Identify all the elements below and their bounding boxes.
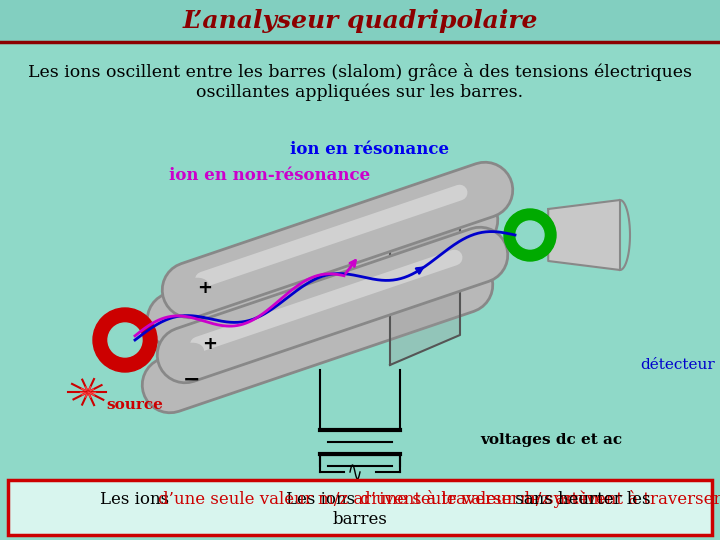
Text: Les ions: Les ions xyxy=(286,491,360,508)
Circle shape xyxy=(516,221,544,249)
Text: d’une seule valeur m/z arrivent à traverser le système: d’une seule valeur m/z arrivent à traver… xyxy=(158,490,614,508)
Polygon shape xyxy=(548,200,620,270)
Bar xyxy=(0,0,720,42)
Text: oscillantes appliquées sur les barres.: oscillantes appliquées sur les barres. xyxy=(197,83,523,101)
Ellipse shape xyxy=(152,373,189,396)
Text: ion en non-résonance: ion en non-résonance xyxy=(169,166,371,184)
Text: Les ions: Les ions xyxy=(100,491,174,508)
Circle shape xyxy=(504,209,556,261)
Text: voltages dc et ac: voltages dc et ac xyxy=(480,433,622,447)
Ellipse shape xyxy=(167,343,203,367)
Text: −: − xyxy=(189,308,207,328)
Circle shape xyxy=(108,323,142,357)
Text: ion en résonance: ion en résonance xyxy=(290,141,449,159)
Circle shape xyxy=(93,308,157,372)
Text: barres: barres xyxy=(333,511,387,528)
Text: détecteur: détecteur xyxy=(640,358,715,372)
Ellipse shape xyxy=(171,279,208,302)
Ellipse shape xyxy=(157,308,193,332)
Text: L’analyseur quadripolaire: L’analyseur quadripolaire xyxy=(182,9,538,33)
Text: Les ions oscillent entre les barres (slalom) grâce à des tensions électriques: Les ions oscillent entre les barres (sla… xyxy=(28,63,692,81)
Text: d’une seule valeur m/z arrivent à traverser le système: d’une seule valeur m/z arrivent à traver… xyxy=(360,490,720,508)
Text: source: source xyxy=(107,398,163,412)
Text: sans heurter les: sans heurter les xyxy=(510,491,650,508)
Text: −: − xyxy=(184,370,201,390)
FancyBboxPatch shape xyxy=(8,480,712,535)
Text: +: + xyxy=(197,279,212,297)
Polygon shape xyxy=(390,220,460,365)
Text: +: + xyxy=(202,335,217,353)
